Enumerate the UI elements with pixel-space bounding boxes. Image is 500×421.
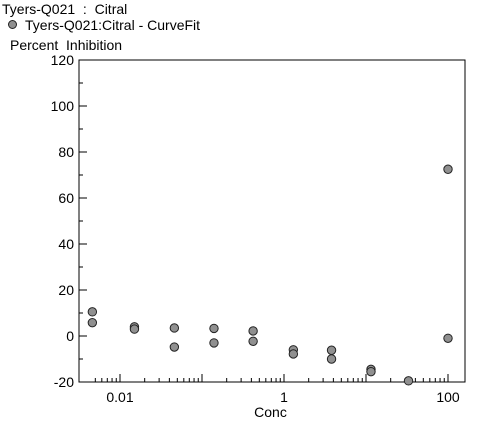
legend: Tyers-Q021:Citral - CurveFit [8,17,200,33]
x-tick-label: 100 [436,389,460,405]
x-tick-label: 0.01 [106,389,133,405]
y-tick-label: 100 [51,98,75,114]
data-point [169,323,180,333]
axes: -20 0 20 40 60 80 100 120 0.01 1 100 [51,52,466,405]
y-tick-label: -20 [54,374,74,390]
x-axis-label: Conc [254,404,287,420]
chart-title: Tyers-Q021 : Citral [2,1,128,17]
y-tick-label: 80 [58,144,74,160]
data-point [87,317,98,328]
y-tick-label: 60 [58,190,74,206]
data-point [209,338,219,348]
data-points [87,164,453,386]
legend-label: Tyers-Q021:Citral - CurveFit [25,17,201,33]
data-point [129,324,140,334]
data-point [288,349,299,359]
y-tick-label: 40 [58,236,74,252]
data-point [366,366,376,377]
data-point [209,323,219,334]
data-point [87,307,98,317]
data-point [326,354,337,364]
y-axis-label: Percent Inhibition [10,37,123,53]
data-point [403,376,414,386]
data-point [326,345,337,355]
y-tick-label: 120 [51,52,75,68]
data-point [443,164,453,174]
data-point [169,342,180,352]
y-tick-label: 20 [58,282,74,298]
plot-frame [78,59,466,383]
data-point [248,326,258,336]
data-point [443,333,453,343]
legend-marker [8,19,17,29]
x-tick-label: 1 [280,389,288,405]
data-point [248,336,258,346]
y-tick-label: 0 [66,328,74,344]
